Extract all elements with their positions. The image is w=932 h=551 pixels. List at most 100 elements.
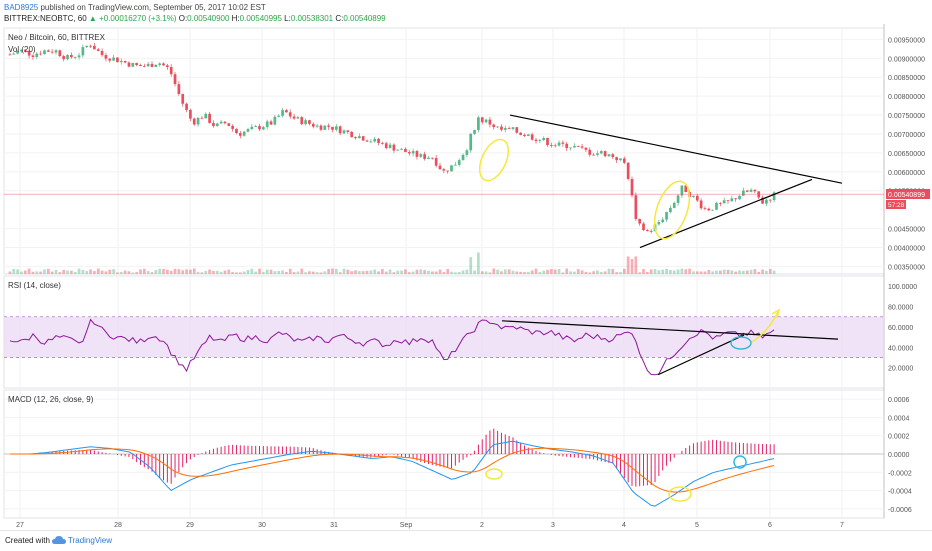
candle [66,54,69,60]
chart-area[interactable]: Neo / Bitcoin, 60, BITTREX Vol (20) RSI … [0,24,932,530]
annotation-arrow-rsi[interactable] [751,311,779,343]
candle [177,84,181,94]
volume-bar [162,268,165,274]
author-name[interactable]: BAD8925 [4,3,39,12]
volume-bar [204,270,208,274]
candle [166,65,169,68]
candle [300,117,304,125]
volume-bar [503,269,507,274]
price-pane[interactable] [3,27,885,275]
candle [350,131,354,138]
annotation-circle-macd-3[interactable] [733,455,747,469]
volume-bar [365,270,369,274]
volume-bar [392,272,396,274]
symbol-label: BITTREX:NEOBTC, 60 [4,14,87,23]
tradingview-brand-link[interactable]: TradingView [68,536,113,545]
candle [338,126,342,134]
volume-bar [688,268,691,274]
rsi-pane-title: RSI (14, close) [8,281,61,290]
volume-bar [166,269,169,274]
candle [722,200,726,204]
candle [684,185,688,193]
x-tick-label: 29 [186,522,194,529]
price-axis[interactable]: 0.00950000 0.00900000 0.00850000 0.00800000… [888,37,925,271]
volume-bar [73,271,77,274]
candle [588,149,592,155]
annotation-circle-macd-2[interactable] [668,486,692,502]
volume-bar [500,271,503,274]
volume-bar [511,270,515,274]
countdown-tag-text: 57:28 [888,202,905,209]
candle [223,121,227,124]
price-tick-label: 0.00850000 [888,75,925,82]
volume-bar [738,270,741,274]
volume-bar [530,270,534,274]
volume-bar [31,271,35,274]
volume-bar [285,271,288,274]
candle [227,123,231,126]
volume-bar [396,270,400,274]
candle [323,125,327,130]
volume-bar [212,270,215,274]
volume-bar [718,270,722,274]
candle [139,65,142,66]
volume-bar [580,270,584,274]
candle [699,200,703,209]
candle [334,126,338,130]
volume-bar [454,272,457,274]
candle [285,110,288,113]
volume-bar [181,270,185,274]
volume-bar [438,269,442,274]
annotation-circle-rsi[interactable] [730,336,752,350]
volume-bar [469,257,473,274]
candle [596,153,599,155]
candle [135,63,138,66]
volume-bar [484,271,488,274]
volume-bar [46,268,50,274]
candle [530,134,534,140]
candle [599,151,603,154]
macd-axis[interactable]: 0.0006 0.0004 0.0002 0.0000 -0.0002 -0.0004 -0… [888,397,912,514]
annotation-circle-macd-1[interactable] [485,468,503,480]
candle [550,145,553,146]
volume-bar [619,272,622,274]
grid [4,28,884,518]
candle [534,139,538,142]
candle [215,123,219,126]
volume-bar [16,269,19,274]
volume-bar [373,269,377,274]
volume-bar [77,268,81,274]
volume-bar [104,271,108,274]
x-tick-label: 7 [840,522,844,529]
candle [208,113,211,123]
volume-bar [692,271,695,274]
volume-bar [58,272,62,274]
candle [584,147,588,150]
annotation-circle-price-2[interactable] [648,177,697,244]
candle [411,151,415,154]
time-axis[interactable]: 27 28 29 30 31 Sep 2 3 4 5 6 7 [16,522,844,529]
x-tick-label: 28 [114,522,122,529]
volume-bar [492,268,496,274]
candle [258,126,261,130]
candle [54,50,58,53]
rsi-axis[interactable]: 100.0000 80.0000 60.0000 40.0000 20.0000 [888,284,917,372]
candle [661,219,665,223]
volume-bar [457,272,461,274]
volume-bar [415,269,419,274]
volume-bar [450,271,453,274]
volume-bar [377,271,380,274]
volume-bar [672,270,676,274]
candle [20,49,23,52]
candle [565,143,569,149]
annotation-circle-price-1[interactable] [474,135,514,185]
trendlines[interactable] [501,114,843,376]
volume-bar [20,271,23,274]
volume-bar [238,272,242,274]
candle [354,137,357,139]
volume-bar [265,269,269,274]
volume-bar [108,269,112,274]
price-tick-label: 0.00900000 [888,56,925,63]
candle [734,198,738,200]
candle [611,154,615,158]
